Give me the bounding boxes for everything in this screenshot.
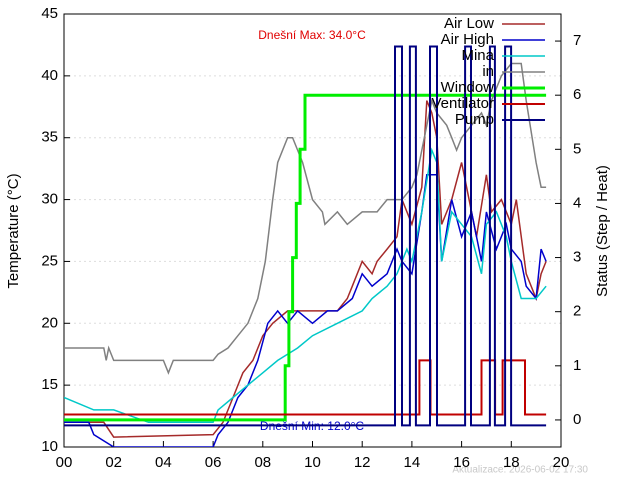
- y-tick-label: 15: [41, 376, 58, 393]
- y-tick-label: 25: [41, 252, 58, 269]
- series-layer: [64, 45, 547, 447]
- plot-frame: [63, 13, 562, 448]
- legend-label: Mina: [461, 47, 494, 64]
- x-tick-label: 06: [205, 454, 222, 471]
- x-tick-label: 16: [453, 454, 470, 471]
- x-tick-label: 04: [155, 454, 172, 471]
- series-line: [64, 359, 547, 416]
- y2-axis-label: Status (Step / Heat): [594, 165, 611, 297]
- legend-label: Air High: [441, 31, 494, 48]
- y-tick-label: 20: [41, 314, 58, 331]
- y-tick-label: 30: [41, 191, 58, 208]
- series-line: [64, 62, 547, 375]
- x-tick-label: 14: [404, 454, 421, 471]
- y-tick-label: 10: [41, 438, 58, 455]
- y2-tick-label: 1: [573, 357, 581, 374]
- y-tick-label: 40: [41, 67, 58, 84]
- x-tick-label: 00: [56, 454, 73, 471]
- y-axis-label: Temperature (°C): [5, 173, 22, 288]
- legend-label: Air Low: [444, 15, 494, 32]
- y-tick-label: 45: [41, 5, 58, 22]
- y-tick-label: 35: [41, 129, 58, 146]
- x-tick-label: 10: [304, 454, 321, 471]
- legend-label: Ventilator: [431, 95, 494, 112]
- series-line: [64, 45, 547, 427]
- y2-tick-label: 6: [573, 86, 581, 103]
- y2-tick-label: 7: [573, 32, 581, 49]
- x-tick-label: 08: [254, 454, 271, 471]
- y2-tick-label: 0: [573, 411, 581, 428]
- x-tick-label: 02: [105, 454, 122, 471]
- series-line: [64, 174, 547, 447]
- y2-tick-label: 5: [573, 140, 581, 157]
- legend-label: in: [482, 63, 494, 80]
- update-annotation: Aktualizace: 2026-06-02 17:30: [452, 465, 588, 476]
- y2-tick-label: 2: [573, 303, 581, 320]
- y2-tick-label: 4: [573, 194, 581, 211]
- legend-label: Window: [441, 79, 495, 96]
- x-tick-label: 18: [503, 454, 520, 471]
- y2-tick-label: 3: [573, 249, 581, 266]
- x-tick-label: 20: [553, 454, 570, 471]
- max-annotation: Dnešní Max: 34.0°C: [258, 28, 366, 42]
- legend-label: Pump: [455, 111, 494, 128]
- x-tick-label: 12: [354, 454, 371, 471]
- series-line: [64, 93, 547, 422]
